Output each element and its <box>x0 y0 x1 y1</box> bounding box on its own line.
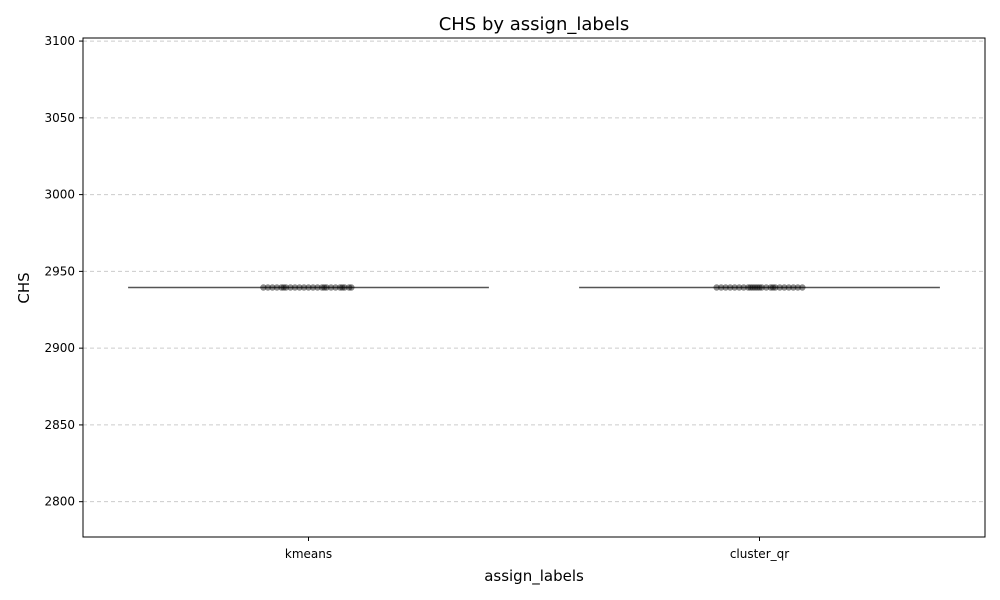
point-series <box>260 284 806 291</box>
grid-lines <box>83 40 985 503</box>
data-point-cluster_qr <box>794 284 802 291</box>
data-point-kmeans <box>348 284 355 291</box>
data-point-cluster_qr <box>790 284 797 291</box>
data-point-kmeans <box>327 284 335 291</box>
y-tick-label: 3100 <box>44 34 75 48</box>
data-point-cluster_qr <box>781 284 788 291</box>
y-tick-label: 2800 <box>44 495 75 509</box>
data-point-kmeans <box>287 284 294 291</box>
data-point-kmeans <box>291 284 299 291</box>
data-point-cluster_qr <box>731 284 738 291</box>
data-point-kmeans <box>282 284 290 291</box>
data-point-cluster_qr <box>717 284 725 291</box>
data-point-kmeans <box>305 284 312 291</box>
y-tick-label: 2900 <box>44 341 75 355</box>
data-point-cluster_qr <box>749 284 756 291</box>
data-point-kmeans <box>314 284 321 291</box>
data-point-kmeans <box>280 284 287 291</box>
y-axis: 2800 2850 2900 2950 3000 3050 3100 <box>44 34 83 509</box>
data-point-kmeans <box>332 284 339 291</box>
data-point-cluster_qr <box>747 284 754 291</box>
data-point-kmeans <box>264 284 272 291</box>
data-point-cluster_qr <box>726 284 734 291</box>
data-point-kmeans <box>278 284 285 291</box>
data-point-cluster_qr <box>799 284 806 291</box>
data-point-cluster_qr <box>722 284 729 291</box>
data-point-cluster_qr <box>740 284 747 291</box>
y-tick-label: 2850 <box>44 418 75 432</box>
x-axis: kmeans cluster_qr <box>285 537 789 561</box>
data-point-kmeans <box>318 284 326 291</box>
data-point-cluster_qr <box>767 284 774 291</box>
data-point-cluster_qr <box>754 284 761 291</box>
data-point-kmeans <box>336 284 344 291</box>
data-point-kmeans <box>323 284 330 291</box>
data-point-cluster_qr <box>769 284 777 291</box>
data-point-cluster_qr <box>776 284 783 291</box>
data-point-kmeans <box>309 284 317 291</box>
data-point-kmeans <box>345 284 353 291</box>
data-point-kmeans <box>273 284 281 291</box>
x-tick-label: cluster_qr <box>730 547 789 561</box>
y-tick-label: 3000 <box>44 188 75 202</box>
plot-frame <box>82 37 986 538</box>
x-axis-label: assign_labels <box>484 567 584 586</box>
data-point-kmeans <box>300 284 308 291</box>
data-point-kmeans <box>321 284 328 291</box>
data-point-cluster_qr <box>763 284 770 291</box>
x-tick-label: kmeans <box>285 547 332 561</box>
data-point-cluster_qr <box>772 284 779 291</box>
data-point-cluster_qr <box>736 284 743 291</box>
data-point-cluster_qr <box>745 284 752 291</box>
data-point-kmeans <box>296 284 303 291</box>
data-point-cluster_qr <box>756 284 763 291</box>
y-tick-label: 2950 <box>44 264 75 278</box>
data-point-cluster_qr <box>758 284 765 291</box>
data-point-kmeans <box>260 284 267 291</box>
data-point-cluster_qr <box>713 284 720 291</box>
data-point-cluster_qr <box>785 284 793 291</box>
data-point-kmeans <box>339 284 346 291</box>
chart-title: CHS by assign_labels <box>439 14 630 35</box>
y-axis-label: CHS <box>15 272 33 303</box>
data-point-kmeans <box>269 284 276 291</box>
y-tick-label: 3050 <box>44 111 75 125</box>
data-point-cluster_qr <box>751 284 759 291</box>
data-point-kmeans <box>341 284 348 291</box>
